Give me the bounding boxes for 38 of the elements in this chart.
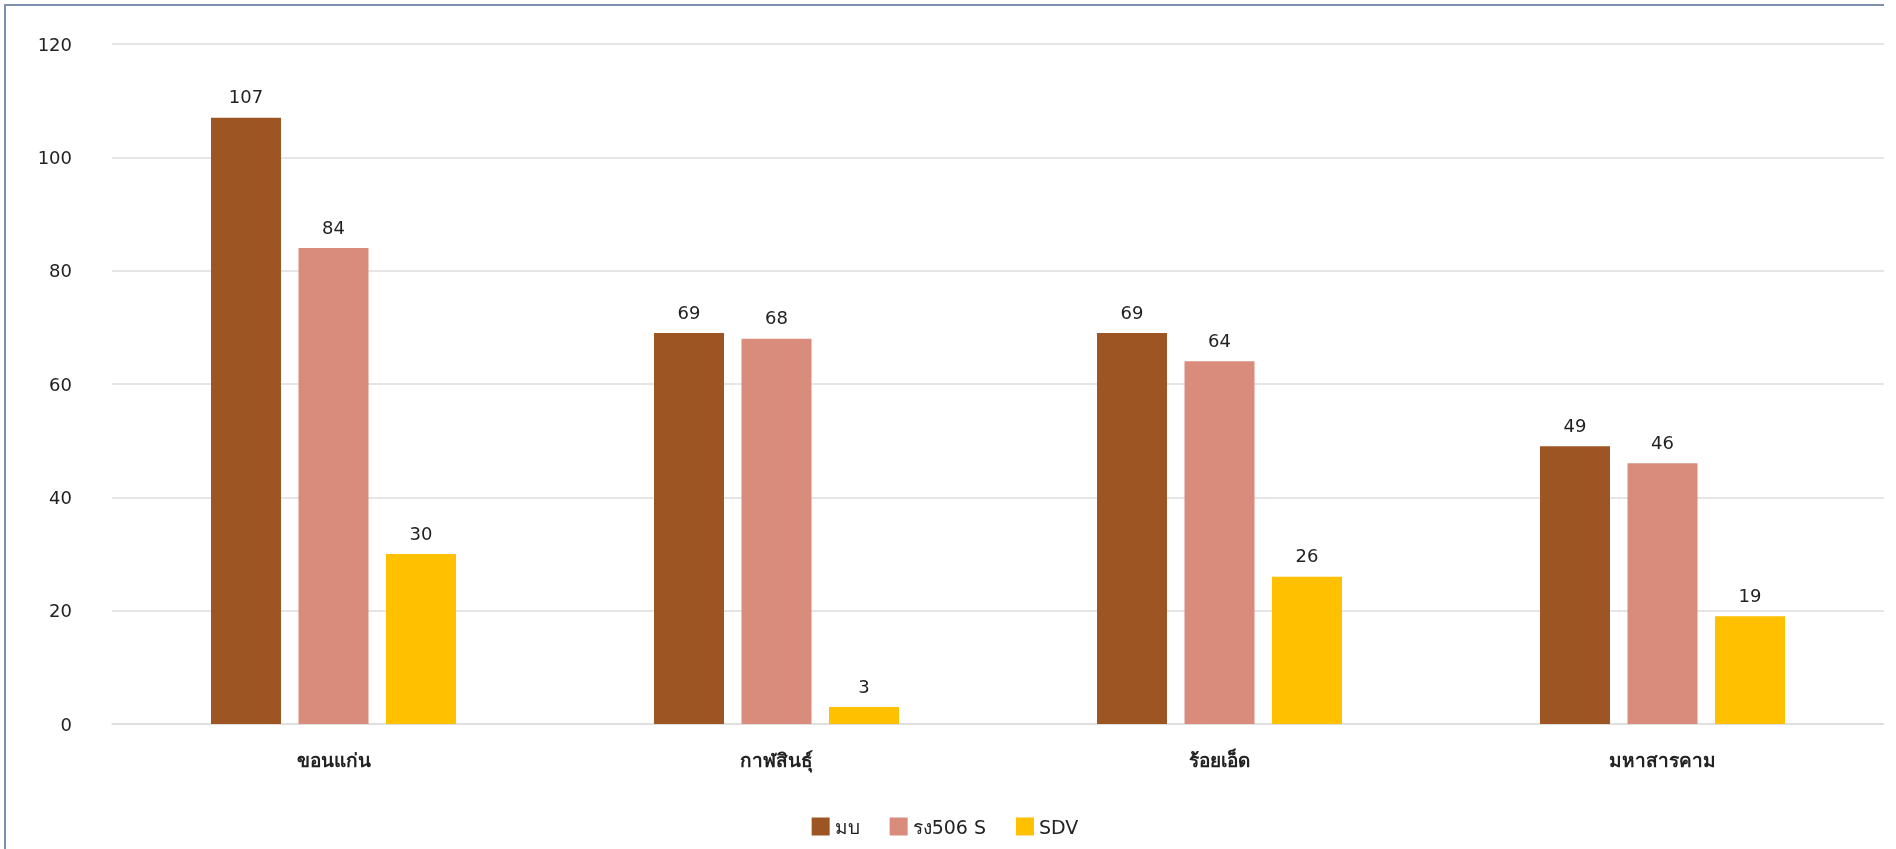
legend-label: มบ (834, 815, 860, 838)
legend-label: SDV (1039, 815, 1079, 838)
data-label: 64 (1208, 329, 1231, 351)
y-tick-label: 20 (49, 600, 72, 622)
data-label: 26 (1295, 545, 1319, 567)
data-label: 19 (1738, 584, 1762, 606)
data-label: 3 (858, 675, 870, 697)
x-tick-label: กาฬสินธุ์ (740, 748, 813, 773)
x-tick-label: ขอนแก่น (296, 748, 371, 771)
data-label: 30 (409, 522, 433, 544)
bar (386, 554, 456, 724)
data-label: 69 (677, 301, 701, 323)
data-label: 68 (765, 307, 788, 329)
data-label: 46 (1651, 431, 1674, 453)
bar (1540, 446, 1610, 724)
bar (298, 248, 369, 724)
x-tick-label: ร้อยเอ็ด (1189, 747, 1250, 771)
data-label: 69 (1120, 301, 1144, 323)
bar (1627, 463, 1698, 724)
bar (829, 707, 899, 724)
bar (211, 117, 281, 724)
y-tick-label: 100 (37, 146, 72, 168)
data-label: 49 (1563, 414, 1587, 436)
y-tick-label: 80 (49, 260, 72, 282)
bar (741, 338, 812, 724)
bar (654, 333, 724, 724)
bar (1097, 333, 1167, 724)
y-tick-label: 120 (37, 33, 72, 55)
bar (1715, 616, 1785, 724)
y-tick-label: 0 (60, 713, 72, 735)
y-tick-label: 40 (49, 486, 72, 508)
x-tick-label: มหาสารคาม (1609, 748, 1716, 771)
y-tick-label: 60 (49, 373, 72, 395)
data-label: 84 (322, 216, 345, 238)
legend-label: รง506 S (912, 815, 987, 838)
data-label: 107 (228, 86, 264, 108)
bar (1184, 361, 1255, 724)
bar (1272, 576, 1342, 724)
